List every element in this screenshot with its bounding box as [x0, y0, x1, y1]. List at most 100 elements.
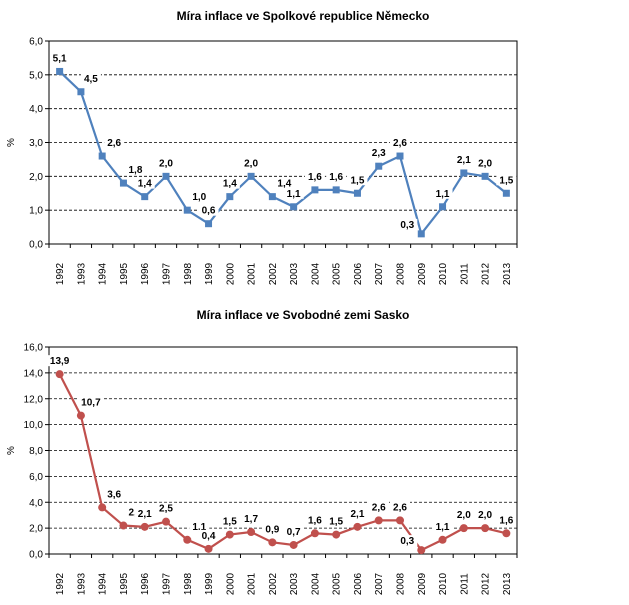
- y-tick-label: 0,0: [29, 550, 43, 561]
- y-tick-label: 4,0: [29, 104, 43, 115]
- y-tick-label: 12,0: [24, 394, 44, 405]
- data-point: [438, 535, 447, 544]
- data-label: 1,5: [329, 517, 343, 528]
- data-label-bg: [432, 187, 453, 199]
- y-tick-label: 1,0: [29, 206, 43, 217]
- data-point: [374, 516, 383, 525]
- y-tick-label: 8,0: [29, 446, 43, 457]
- x-tick-label: 2006: [353, 572, 364, 595]
- data-label: 13,9: [50, 356, 70, 367]
- data-point: [353, 522, 362, 531]
- data-label: 2,6: [372, 502, 386, 513]
- data-point: [247, 528, 256, 537]
- data-point: [290, 203, 298, 211]
- data-point: [332, 186, 340, 194]
- data-label: 1,1: [192, 522, 206, 533]
- x-tick-label: 2000: [225, 572, 236, 595]
- data-point: [396, 516, 404, 525]
- x-tick-label: 2008: [396, 262, 407, 285]
- x-tick-label: 2003: [289, 572, 300, 595]
- data-label-bg: [189, 520, 210, 532]
- data-label-bg: [397, 535, 418, 547]
- data-label-bg: [283, 525, 304, 537]
- data-label: 1,1: [436, 522, 450, 533]
- data-label: 10,7: [81, 398, 101, 409]
- data-label: 2,6: [107, 138, 121, 149]
- x-tick-label: 1994: [98, 572, 109, 595]
- data-label-bg: [326, 515, 347, 527]
- x-tick-label: 2011: [459, 263, 470, 285]
- data-label: 2,3: [372, 148, 386, 159]
- x-tick-label: 2002: [268, 262, 279, 285]
- data-label-bg: [326, 170, 347, 182]
- data-label-bg: [475, 509, 496, 521]
- y-tick-label: 6,0: [29, 472, 43, 483]
- y-tick-label: 3,0: [29, 138, 43, 149]
- data-label-bg: [49, 52, 70, 64]
- data-label-bg: [496, 174, 517, 186]
- data-label-bg: [347, 174, 368, 186]
- chart-title: Míra inflace ve Svobodné zemi Sasko: [197, 308, 410, 322]
- y-tick-label: 2,0: [29, 524, 43, 535]
- data-point: [162, 172, 170, 180]
- data-point: [55, 370, 64, 379]
- data-label: 2,0: [478, 158, 492, 169]
- x-tick-label: 2012: [481, 572, 492, 595]
- x-tick-label: 1995: [119, 262, 130, 285]
- data-point: [268, 538, 277, 547]
- y-tick-label: 5,0: [29, 70, 43, 81]
- data-label: 0,9: [265, 524, 279, 535]
- data-label-bg: [80, 72, 101, 84]
- data-point: [225, 530, 234, 539]
- data-label: 2,1: [351, 509, 365, 520]
- x-tick-label: 2006: [353, 262, 364, 285]
- data-point: [289, 540, 298, 549]
- series-line: [58, 70, 508, 237]
- y-tick-label: 10,0: [24, 420, 44, 431]
- data-label: 2,0: [457, 510, 471, 521]
- data-label: 2,6: [393, 138, 407, 149]
- x-tick-label: 2009: [417, 262, 428, 285]
- x-tick-label: 1995: [119, 572, 130, 595]
- data-label-bg: [189, 191, 210, 203]
- data-label: 2,5: [159, 504, 173, 515]
- data-point: [460, 169, 468, 177]
- data-point: [353, 189, 361, 197]
- x-tick-label: 1997: [162, 262, 173, 285]
- data-label-bg: [496, 514, 517, 526]
- data-label: 1,5: [351, 175, 365, 186]
- x-tick-label: 1999: [204, 262, 215, 285]
- y-tick-label: 0,0: [29, 240, 43, 251]
- x-tick-label: 2001: [247, 262, 258, 285]
- y-axis-label: %: [6, 446, 17, 455]
- data-label-bg: [134, 177, 155, 189]
- data-label: 1,6: [499, 515, 513, 526]
- data-point: [311, 186, 319, 194]
- x-tick-label: 1992: [55, 262, 66, 285]
- data-label: 2,0: [478, 510, 492, 521]
- data-label-bg: [125, 164, 146, 176]
- data-label-bg: [368, 147, 389, 159]
- data-label-bg: [156, 502, 176, 514]
- data-label: 2,6: [393, 502, 407, 513]
- data-label: 0,6: [202, 206, 216, 217]
- data-label-bg: [304, 170, 325, 182]
- data-label: 1,7: [244, 514, 258, 525]
- data-label-bg: [104, 137, 125, 149]
- y-tick-label: 4,0: [29, 498, 43, 509]
- x-tick-label: 1998: [183, 262, 194, 285]
- data-label: 5,1: [53, 53, 67, 64]
- data-label-bg: [347, 507, 368, 519]
- data-point: [205, 220, 213, 228]
- data-label-bg: [453, 509, 474, 521]
- x-tick-label: 2007: [374, 262, 385, 285]
- data-point: [375, 162, 383, 170]
- data-point: [56, 67, 64, 75]
- data-point: [141, 193, 149, 201]
- data-label: 1,6: [329, 172, 343, 183]
- data-point: [76, 411, 85, 420]
- data-label: 1,5: [223, 517, 237, 528]
- data-point: [226, 193, 234, 201]
- data-label-bg: [104, 488, 125, 500]
- data-label: 1,1: [287, 189, 301, 200]
